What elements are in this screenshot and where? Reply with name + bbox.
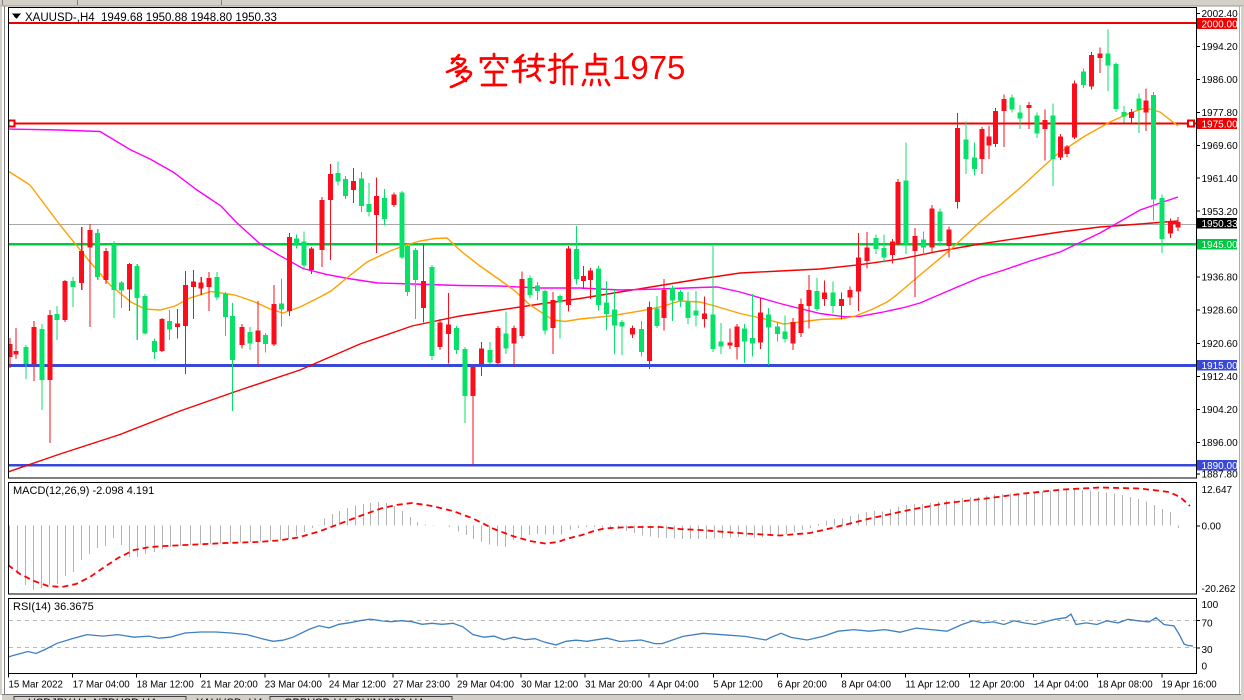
- svg-text:4 Apr 04:00: 4 Apr 04:00: [649, 680, 699, 691]
- svg-text:15 Mar 2022: 15 Mar 2022: [9, 680, 63, 691]
- svg-text:GBPUSD,H4 CHINA300,H4: GBPUSD,H4 CHINA300,H4: [284, 697, 423, 700]
- svg-text:0: 0: [1202, 661, 1208, 672]
- svg-text:1986.00: 1986.00: [1202, 75, 1239, 86]
- svg-text:30: 30: [1202, 645, 1214, 656]
- svg-text:1936.80: 1936.80: [1202, 273, 1239, 284]
- svg-text:100: 100: [1202, 600, 1219, 611]
- svg-text:1890.00: 1890.00: [1202, 461, 1239, 472]
- svg-text:70: 70: [1202, 619, 1214, 630]
- svg-text:11 Apr 12:00: 11 Apr 12:00: [905, 680, 960, 691]
- svg-text:29 Mar 04:00: 29 Mar 04:00: [457, 680, 515, 691]
- svg-text:21 Mar 20:00: 21 Mar 20:00: [201, 680, 259, 691]
- svg-text:8 Apr 04:00: 8 Apr 04:00: [841, 680, 891, 691]
- svg-text:1896.00: 1896.00: [1202, 438, 1239, 449]
- svg-text:1887.80: 1887.80: [1202, 470, 1239, 481]
- svg-text:USDJPY,H4 NZDUSD,H4: USDJPY,H4 NZDUSD,H4: [28, 697, 156, 700]
- svg-text:19 Apr 16:00: 19 Apr 16:00: [1162, 680, 1218, 691]
- svg-text:1977.80: 1977.80: [1202, 108, 1239, 119]
- svg-text:1915.00: 1915.00: [1202, 361, 1239, 372]
- svg-text:1994.20: 1994.20: [1202, 42, 1239, 53]
- svg-text:17 Mar 04:00: 17 Mar 04:00: [73, 680, 131, 691]
- svg-text:XAUUSD-,H4: XAUUSD-,H4: [196, 697, 263, 700]
- svg-text:30 Mar 12:00: 30 Mar 12:00: [521, 680, 579, 691]
- svg-text:12 Apr 20:00: 12 Apr 20:00: [970, 680, 1026, 691]
- svg-text:27 Mar 23:00: 27 Mar 23:00: [393, 680, 451, 691]
- svg-text:1912.40: 1912.40: [1202, 372, 1239, 383]
- svg-text:12.647: 12.647: [1202, 485, 1233, 496]
- svg-text:18 Mar 12:00: 18 Mar 12:00: [137, 680, 195, 691]
- svg-text:23 Mar 04:00: 23 Mar 04:00: [265, 680, 323, 691]
- svg-text:1975: 1975: [612, 49, 685, 86]
- svg-text:1961.40: 1961.40: [1202, 174, 1239, 185]
- svg-text:1953.20: 1953.20: [1202, 207, 1239, 218]
- svg-text:2000.00: 2000.00: [1202, 19, 1239, 30]
- svg-text:6 Apr 20:00: 6 Apr 20:00: [777, 680, 827, 691]
- svg-text:1945.00: 1945.00: [1202, 240, 1239, 251]
- svg-text:MACD(12,26,9) -2.098 4.191: MACD(12,26,9) -2.098 4.191: [13, 485, 154, 497]
- svg-text:1950.33: 1950.33: [1202, 219, 1239, 230]
- svg-text:0.00: 0.00: [1202, 522, 1222, 533]
- svg-text:XAUUSD-,H4 1949.68 1950.88 19: XAUUSD-,H4 1949.68 1950.88 1948.80 1950.…: [25, 12, 277, 24]
- svg-text:2002.40: 2002.40: [1202, 9, 1239, 20]
- svg-text:RSI(14) 36.3675: RSI(14) 36.3675: [13, 601, 94, 613]
- svg-text:1969.60: 1969.60: [1202, 141, 1239, 152]
- svg-text:24 Mar 12:00: 24 Mar 12:00: [329, 680, 387, 691]
- svg-text:-20.262: -20.262: [1202, 584, 1236, 595]
- svg-text:1928.60: 1928.60: [1202, 306, 1239, 317]
- svg-text:18 Apr 08:00: 18 Apr 08:00: [1098, 680, 1154, 691]
- svg-text:31 Mar 20:00: 31 Mar 20:00: [585, 680, 643, 691]
- svg-text:14 Apr 04:00: 14 Apr 04:00: [1034, 680, 1090, 691]
- svg-text:1920.60: 1920.60: [1202, 339, 1239, 350]
- svg-text:1904.20: 1904.20: [1202, 405, 1239, 416]
- svg-text:1975.00: 1975.00: [1202, 119, 1239, 130]
- svg-text:5 Apr 12:00: 5 Apr 12:00: [713, 680, 763, 691]
